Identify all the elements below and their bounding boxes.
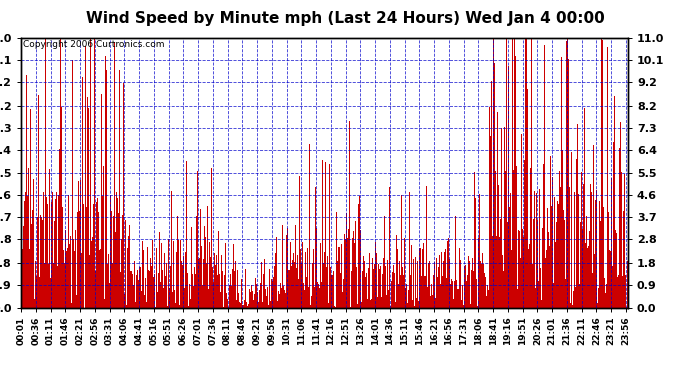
Text: Copyright 2006 Curtronics.com: Copyright 2006 Curtronics.com [23,40,164,49]
Text: Wind Speed by Minute mph (Last 24 Hours) Wed Jan 4 00:00: Wind Speed by Minute mph (Last 24 Hours)… [86,11,604,26]
